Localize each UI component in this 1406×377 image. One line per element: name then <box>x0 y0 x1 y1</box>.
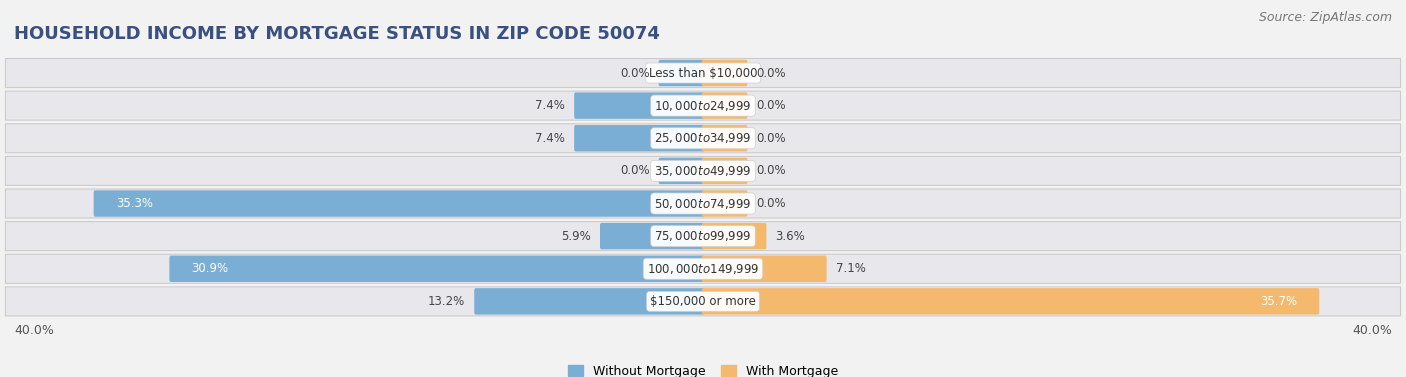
Text: HOUSEHOLD INCOME BY MORTGAGE STATUS IN ZIP CODE 50074: HOUSEHOLD INCOME BY MORTGAGE STATUS IN Z… <box>14 25 659 43</box>
FancyBboxPatch shape <box>6 58 1400 87</box>
Text: $10,000 to $24,999: $10,000 to $24,999 <box>654 99 752 113</box>
Text: 7.4%: 7.4% <box>536 132 565 145</box>
Text: 40.0%: 40.0% <box>1353 323 1392 337</box>
Legend: Without Mortgage, With Mortgage: Without Mortgage, With Mortgage <box>568 365 838 377</box>
Text: 5.9%: 5.9% <box>561 230 591 243</box>
FancyBboxPatch shape <box>702 288 1319 314</box>
FancyBboxPatch shape <box>6 222 1400 251</box>
Text: 30.9%: 30.9% <box>191 262 229 275</box>
Text: $75,000 to $99,999: $75,000 to $99,999 <box>654 229 752 243</box>
Text: $100,000 to $149,999: $100,000 to $149,999 <box>647 262 759 276</box>
Text: 0.0%: 0.0% <box>756 164 786 178</box>
FancyBboxPatch shape <box>6 156 1400 185</box>
Text: 0.0%: 0.0% <box>756 66 786 80</box>
Text: 0.0%: 0.0% <box>620 66 650 80</box>
Text: 0.0%: 0.0% <box>620 164 650 178</box>
FancyBboxPatch shape <box>658 158 704 184</box>
Text: 35.3%: 35.3% <box>115 197 153 210</box>
Text: 3.6%: 3.6% <box>775 230 806 243</box>
FancyBboxPatch shape <box>702 158 748 184</box>
Text: Source: ZipAtlas.com: Source: ZipAtlas.com <box>1258 11 1392 24</box>
Text: $150,000 or more: $150,000 or more <box>650 295 756 308</box>
Text: 0.0%: 0.0% <box>756 197 786 210</box>
Text: $50,000 to $74,999: $50,000 to $74,999 <box>654 196 752 210</box>
Text: 0.0%: 0.0% <box>756 132 786 145</box>
FancyBboxPatch shape <box>574 125 704 152</box>
Text: 13.2%: 13.2% <box>427 295 465 308</box>
Text: 35.7%: 35.7% <box>1260 295 1298 308</box>
Text: Less than $10,000: Less than $10,000 <box>648 66 758 80</box>
Text: 40.0%: 40.0% <box>14 323 53 337</box>
FancyBboxPatch shape <box>94 190 704 217</box>
Text: 7.1%: 7.1% <box>835 262 866 275</box>
FancyBboxPatch shape <box>702 125 748 152</box>
FancyBboxPatch shape <box>574 92 704 119</box>
Text: $35,000 to $49,999: $35,000 to $49,999 <box>654 164 752 178</box>
FancyBboxPatch shape <box>702 92 748 119</box>
FancyBboxPatch shape <box>600 223 704 249</box>
FancyBboxPatch shape <box>6 124 1400 153</box>
Text: 0.0%: 0.0% <box>756 99 786 112</box>
Text: 7.4%: 7.4% <box>536 99 565 112</box>
FancyBboxPatch shape <box>6 254 1400 283</box>
FancyBboxPatch shape <box>658 60 704 86</box>
Text: $25,000 to $34,999: $25,000 to $34,999 <box>654 131 752 145</box>
FancyBboxPatch shape <box>474 288 704 314</box>
FancyBboxPatch shape <box>6 91 1400 120</box>
FancyBboxPatch shape <box>6 287 1400 316</box>
FancyBboxPatch shape <box>702 256 827 282</box>
FancyBboxPatch shape <box>6 189 1400 218</box>
FancyBboxPatch shape <box>702 190 748 217</box>
FancyBboxPatch shape <box>169 256 704 282</box>
FancyBboxPatch shape <box>702 60 748 86</box>
FancyBboxPatch shape <box>702 223 766 249</box>
